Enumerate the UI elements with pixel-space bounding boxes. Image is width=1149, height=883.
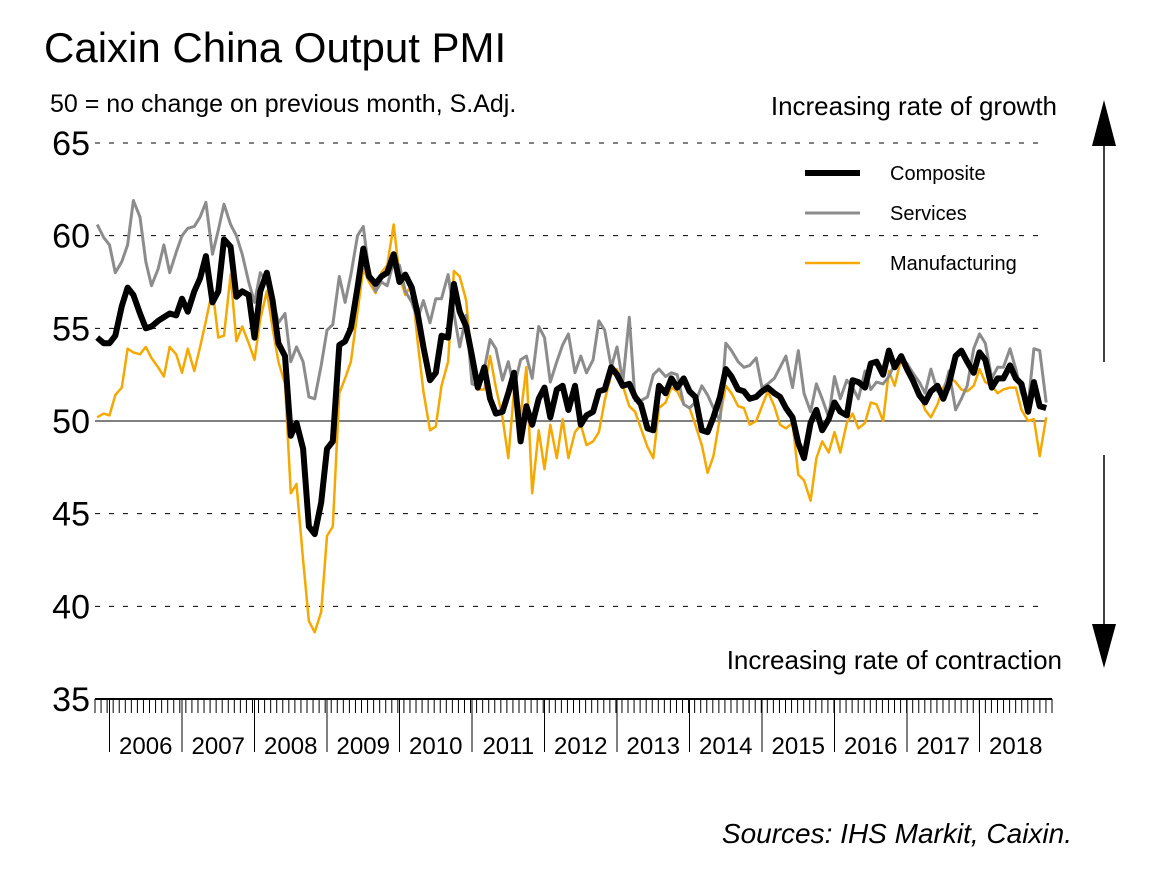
x-tick-label: 2012 xyxy=(554,733,607,760)
x-tick-label: 2007 xyxy=(192,733,245,760)
x-tick-label: 2011 xyxy=(482,733,534,760)
y-tick-label: 45 xyxy=(52,496,90,534)
arrow-head-down xyxy=(1092,624,1116,668)
x-tick-label: 2010 xyxy=(409,733,462,760)
legend-label: Composite xyxy=(890,163,986,185)
arrow-head-up xyxy=(1092,100,1116,146)
legend: Composite Services Manufacturing xyxy=(805,163,1017,275)
x-tick-label: 2006 xyxy=(119,733,172,760)
annotation-contraction: Increasing rate of contraction xyxy=(727,645,1062,675)
y-tick-label: 50 xyxy=(52,403,90,441)
chart-title: Caixin China Output PMI xyxy=(44,24,506,71)
x-tick-label: 2015 xyxy=(772,733,825,760)
chart-subtitle: 50 = no change on previous month, S.Adj. xyxy=(50,90,516,118)
y-tick-label: 55 xyxy=(52,310,90,348)
source-note: Sources: IHS Markit, Caixin. xyxy=(722,818,1072,849)
plot-lines xyxy=(95,199,1048,634)
legend-label: Services xyxy=(890,203,967,225)
x-tick-label: 2018 xyxy=(989,733,1042,760)
x-tick-label: 2017 xyxy=(917,733,970,760)
axes: 35 40 45 50 55 60 65 2006 2007 2008 2009 2010 2011 20… xyxy=(52,125,1053,760)
x-tick-label: 2008 xyxy=(264,733,317,760)
y-tick-label: 40 xyxy=(52,588,90,626)
legend-label: Manufacturing xyxy=(890,253,1017,275)
x-tick-label: 2016 xyxy=(844,733,897,760)
y-tick-label: 35 xyxy=(52,681,90,719)
x-tick-label: 2014 xyxy=(699,733,752,760)
y-tick-label: 60 xyxy=(52,218,90,256)
series-line xyxy=(95,199,1048,423)
y-tick-label: 65 xyxy=(52,125,90,163)
direction-arrows xyxy=(1092,100,1116,668)
x-tick-label: 2009 xyxy=(337,733,390,760)
series-line xyxy=(95,236,1048,538)
x-tick-label: 2013 xyxy=(627,733,680,760)
annotation-growth: Increasing rate of growth xyxy=(771,91,1057,121)
